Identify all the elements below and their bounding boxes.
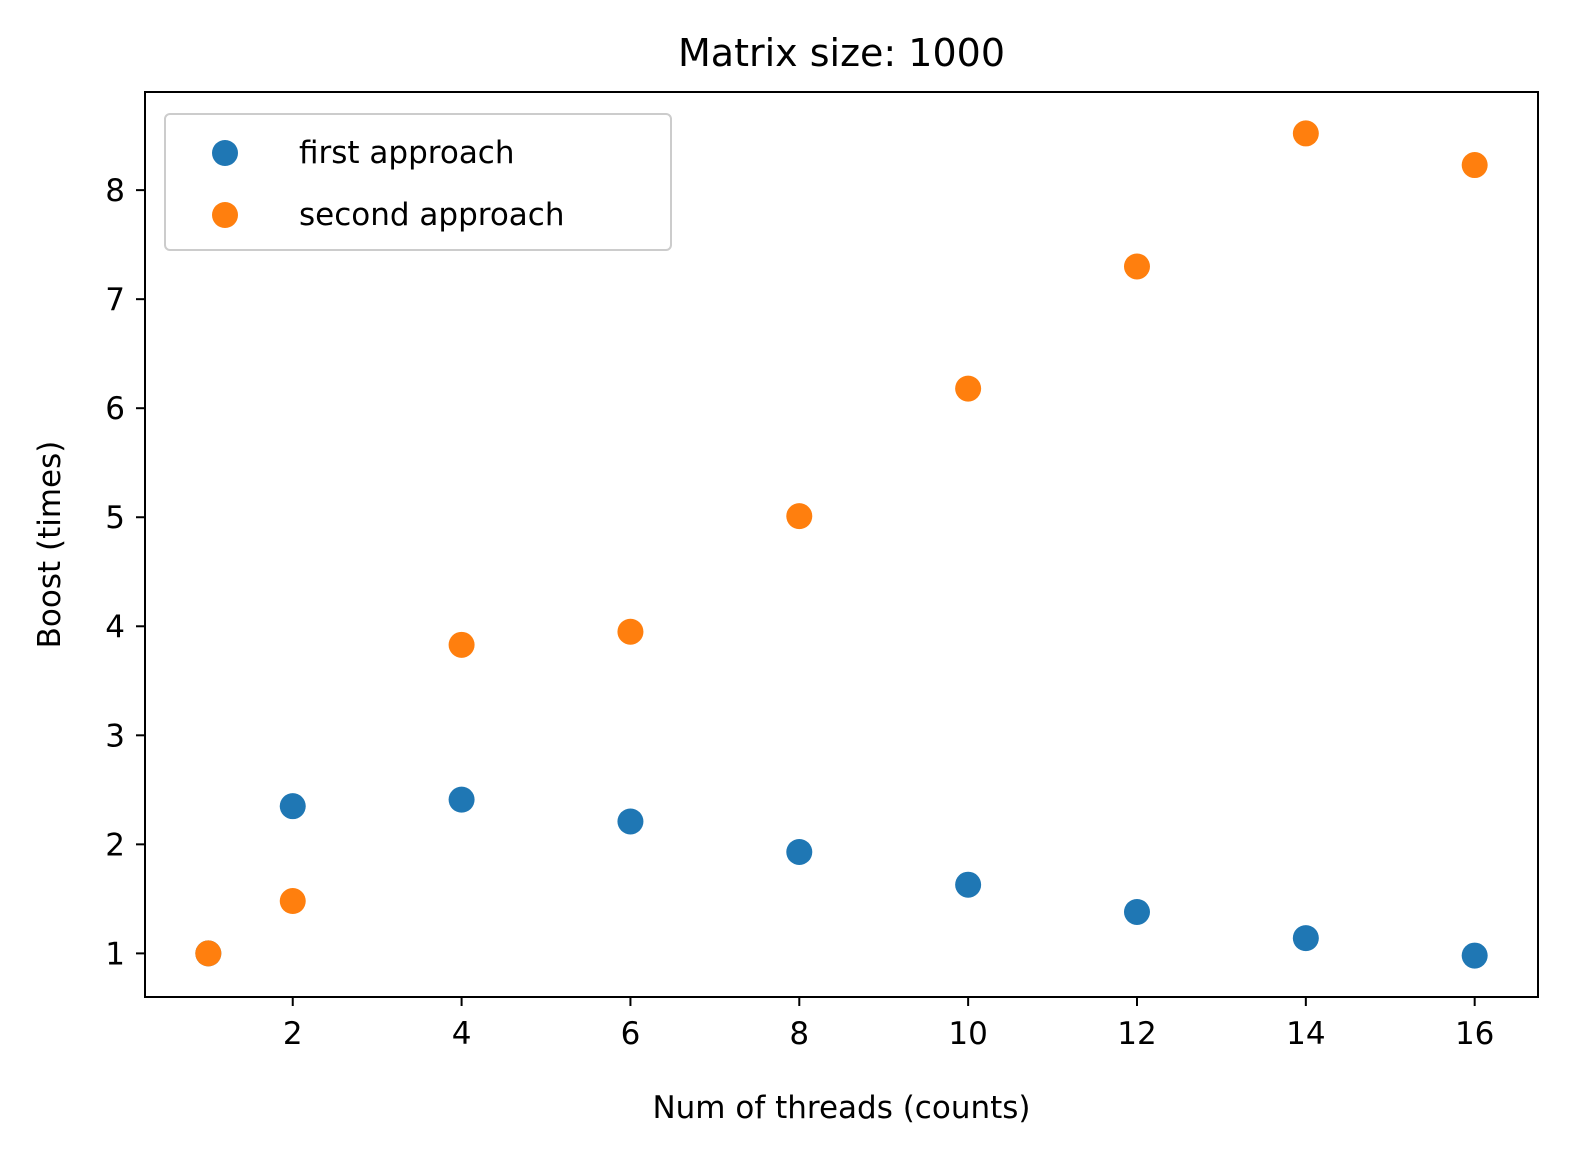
y-axis-label: Boost (times) (32, 441, 68, 649)
legend-marker-first-approach (212, 140, 238, 166)
x-tick-label: 14 (1286, 1016, 1325, 1052)
x-axis-label: Num of threads (counts) (652, 1090, 1030, 1126)
x-tick-label: 6 (621, 1016, 641, 1052)
legend-marker-second-approach (212, 202, 238, 228)
data-point-second-approach (279, 888, 306, 915)
y-tick-label: 6 (105, 391, 125, 427)
y-tick-label: 8 (105, 173, 125, 209)
data-point-first-approach (1123, 898, 1150, 925)
legend-box (164, 113, 672, 251)
legend: first approach second approach (164, 113, 672, 251)
data-point-first-approach (786, 838, 813, 865)
data-point-first-approach (1461, 942, 1488, 969)
data-point-second-approach (448, 631, 475, 658)
y-tick-label: 3 (105, 718, 125, 754)
y-tick-label: 2 (105, 827, 125, 863)
plot-frame (144, 91, 1539, 998)
x-tick-label: 12 (1117, 1016, 1156, 1052)
data-points (195, 120, 1488, 969)
data-point-first-approach (617, 808, 644, 835)
data-point-second-approach (1292, 120, 1319, 147)
x-tick-label: 16 (1455, 1016, 1494, 1052)
y-axis-ticks: 1 2 3 4 5 6 7 8 (105, 173, 145, 972)
data-point-first-approach (448, 786, 475, 813)
data-point-first-approach (279, 793, 306, 820)
x-tick-label: 2 (283, 1016, 303, 1052)
chart-title: Matrix size: 1000 (678, 31, 1005, 75)
x-axis-ticks: 2 4 6 8 10 12 14 16 (283, 997, 1494, 1052)
data-point-second-approach (1123, 253, 1150, 280)
data-point-second-approach (1461, 152, 1488, 179)
y-tick-label: 5 (105, 500, 125, 536)
data-point-second-approach (955, 375, 982, 402)
y-tick-label: 1 (105, 936, 125, 972)
data-point-second-approach (617, 618, 644, 645)
x-tick-label: 4 (452, 1016, 472, 1052)
data-point-second-approach (786, 503, 813, 530)
x-tick-label: 8 (789, 1016, 809, 1052)
data-point-second-approach (195, 940, 222, 967)
legend-label-second-approach: second approach (299, 197, 564, 233)
data-point-first-approach (1292, 925, 1319, 952)
x-tick-label: 10 (948, 1016, 987, 1052)
data-point-first-approach (955, 871, 982, 898)
y-tick-label: 4 (105, 609, 125, 645)
y-tick-label: 7 (105, 282, 125, 318)
legend-label-first-approach: first approach (299, 135, 515, 171)
